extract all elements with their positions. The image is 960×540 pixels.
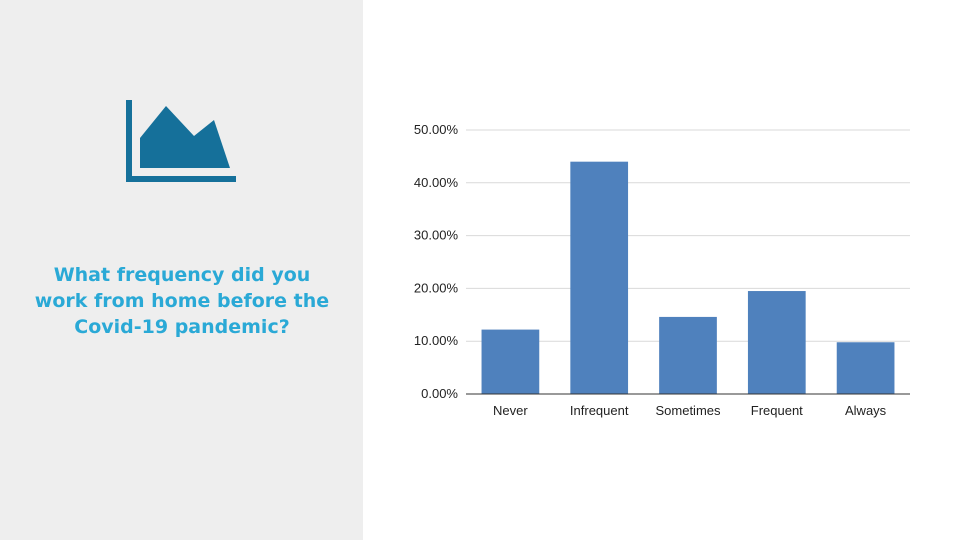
area-chart-icon <box>126 98 236 182</box>
x-tick-label: Sometimes <box>655 403 721 418</box>
bar <box>747 291 806 394</box>
y-tick-label: 0.00% <box>421 386 458 401</box>
y-tick-label: 30.00% <box>414 228 459 243</box>
left-panel: What frequency did you work from home be… <box>0 0 363 540</box>
bar <box>570 161 629 394</box>
x-tick-label: Never <box>493 403 528 418</box>
bar <box>481 329 540 394</box>
survey-question: What frequency did you work from home be… <box>34 264 330 338</box>
y-tick-label: 50.00% <box>414 122 459 137</box>
x-tick-label: Always <box>845 403 887 418</box>
y-tick-label: 10.00% <box>414 333 459 348</box>
y-tick-label: 20.00% <box>414 280 459 295</box>
x-tick-label: Infrequent <box>570 403 629 418</box>
chart-canvas: 0.00% 10.00% 20.00% 30.00% 40.00% 50.00% Never… <box>414 122 910 418</box>
y-tick-label: 40.00% <box>414 175 459 190</box>
bar-chart: 0.00% 10.00% 20.00% 30.00% 40.00% 50.00% Never… <box>400 110 920 430</box>
x-tick-label: Frequent <box>751 403 803 418</box>
bar <box>836 342 895 394</box>
bar <box>659 316 717 394</box>
